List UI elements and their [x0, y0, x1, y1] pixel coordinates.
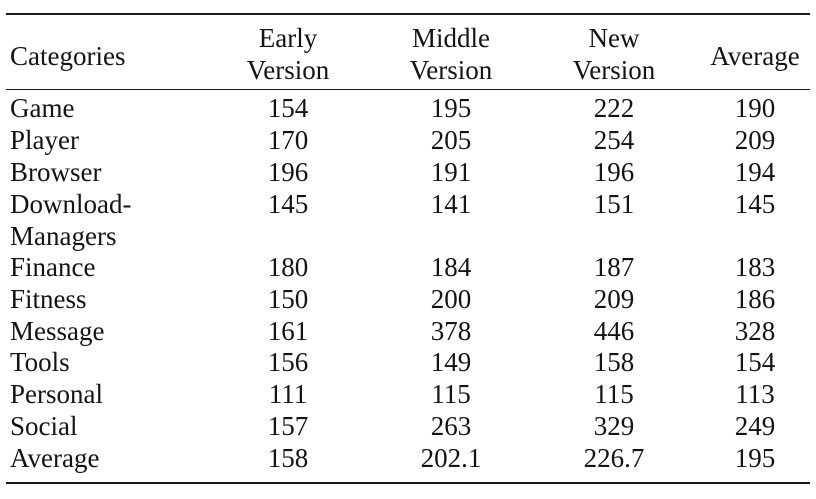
cell-early: 145 — [267, 189, 309, 219]
cell-new: 446 — [593, 316, 635, 346]
cell-new: 158 — [593, 347, 635, 377]
cell-average: 195 — [734, 443, 776, 473]
cell-new: 222 — [593, 93, 635, 123]
cell-average: 145 — [734, 189, 776, 219]
cell-early: 180 — [267, 252, 309, 282]
header-new-line2: Version — [572, 55, 656, 85]
cell-early: 157 — [267, 411, 309, 441]
cell-middle: 149 — [430, 347, 472, 377]
cell-average: 209 — [734, 125, 776, 155]
header-early-line2: Version — [246, 55, 330, 85]
cell-new: 151 — [593, 189, 635, 219]
cell-early: 158 — [267, 443, 309, 473]
cell-category: Average — [10, 443, 100, 473]
table-header-rule — [6, 89, 810, 90]
cell-middle: 141 — [430, 189, 472, 219]
cell-category: Finance — [10, 252, 96, 282]
cell-category: Social — [10, 411, 78, 441]
cell-category: Fitness — [10, 284, 87, 314]
cell-category: Message — [10, 316, 105, 346]
cell-category: Player — [10, 125, 79, 155]
table-bottom-rule — [6, 482, 810, 484]
cell-category: Tools — [10, 347, 70, 377]
header-middle-line1: Middle — [412, 23, 490, 53]
cell-category: Download- — [10, 189, 132, 219]
header-new-line1: New — [588, 23, 640, 53]
cell-average: 183 — [734, 252, 776, 282]
header-average: Average — [710, 41, 800, 71]
cell-average: 186 — [734, 284, 776, 314]
cell-category: Game — [10, 93, 75, 123]
cell-new: 209 — [593, 284, 635, 314]
cell-category-line2: Managers — [10, 221, 117, 251]
cell-early: 111 — [268, 379, 308, 409]
cell-average: 249 — [734, 411, 776, 441]
cell-average: 194 — [734, 157, 776, 187]
header-categories: Categories — [10, 41, 126, 71]
cell-middle: 263 — [430, 411, 472, 441]
cell-new: 187 — [593, 252, 635, 282]
cell-new: 196 — [593, 157, 635, 187]
header-early-version: Early Version — [213, 22, 363, 86]
cell-early: 161 — [267, 316, 309, 346]
cell-average: 154 — [734, 347, 776, 377]
cell-new: 226.7 — [583, 443, 645, 473]
cell-middle: 184 — [430, 252, 472, 282]
cell-middle: 195 — [430, 93, 472, 123]
cell-early: 156 — [267, 347, 309, 377]
cell-middle: 115 — [431, 379, 471, 409]
cell-new: 254 — [593, 125, 635, 155]
cell-average: 190 — [734, 93, 776, 123]
cell-early: 150 — [267, 284, 309, 314]
header-middle-line2: Version — [409, 55, 493, 85]
cell-new: 329 — [593, 411, 635, 441]
cell-middle: 378 — [430, 316, 472, 346]
table-top-rule — [6, 13, 810, 15]
cell-average: 113 — [735, 379, 775, 409]
cell-category: Browser — [10, 157, 102, 187]
header-early-line1: Early — [258, 23, 318, 53]
cell-early: 196 — [267, 157, 309, 187]
cell-middle: 202.1 — [420, 443, 482, 473]
cell-average: 328 — [734, 316, 776, 346]
cell-category: Personal — [10, 379, 103, 409]
header-new-version: New Version — [539, 22, 689, 86]
cell-early: 170 — [267, 125, 309, 155]
header-middle-version: Middle Version — [376, 22, 526, 86]
cell-middle: 200 — [430, 284, 472, 314]
cell-early: 154 — [267, 93, 309, 123]
cell-middle: 191 — [430, 157, 472, 187]
cell-new: 115 — [594, 379, 634, 409]
cell-middle: 205 — [430, 125, 472, 155]
